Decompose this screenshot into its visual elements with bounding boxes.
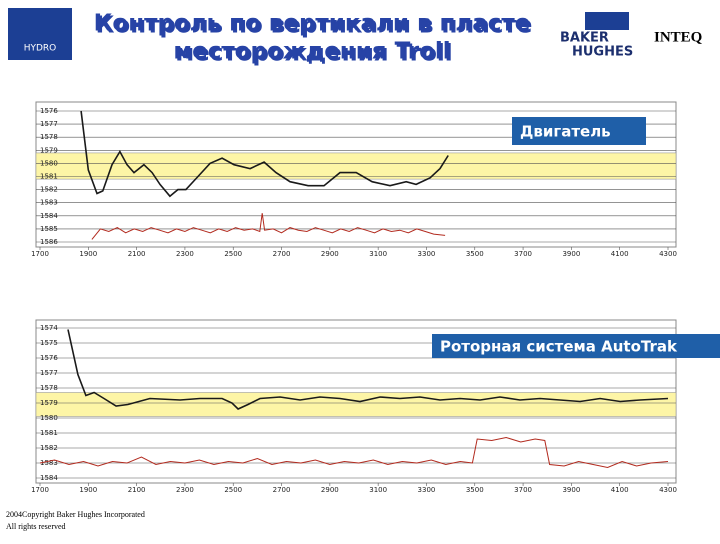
x-tick-label: 3100 (369, 486, 387, 494)
y-tick-label: 1578 (40, 384, 58, 392)
x-tick-label: 2500 (224, 250, 242, 258)
x-tick-label: 1900 (79, 250, 97, 258)
y-tick-label: 1584 (40, 212, 58, 220)
x-tick-label: 1700 (31, 486, 49, 494)
x-tick-label: 3900 (562, 486, 580, 494)
hydro-text: HYDRO (24, 44, 57, 54)
title: Контроль по вертикали в пласте (94, 11, 531, 37)
y-tick-label: 1580 (40, 159, 58, 167)
x-tick-label: 2700 (273, 486, 291, 494)
y-tick-label: 1577 (40, 120, 58, 128)
x-tick-label: 3300 (418, 486, 436, 494)
annotation: Роторная система AutoTrak (440, 338, 678, 356)
y-tick-label: 1581 (40, 429, 58, 437)
y-tick-label: 1583 (40, 199, 58, 207)
x-tick-label: 2100 (128, 250, 146, 258)
series-line (39, 436, 669, 469)
target-band (35, 392, 677, 417)
x-tick-label: 3700 (514, 250, 532, 258)
bh-text: BAKER (560, 31, 609, 46)
hydro-logo (8, 8, 72, 60)
y-tick-label: 1581 (40, 173, 58, 181)
brand: INTEQ (654, 29, 703, 45)
x-tick-label: 2100 (128, 486, 146, 494)
y-tick-label: 1579 (40, 146, 58, 154)
footer-text: All rights reserved (6, 522, 66, 531)
series-line (80, 110, 449, 198)
y-tick-label: 1579 (40, 399, 58, 407)
x-tick-label: 2300 (176, 250, 194, 258)
annotation-box (432, 334, 720, 358)
x-tick-label: 3500 (466, 486, 484, 494)
y-tick-label: 1576 (40, 107, 58, 115)
x-tick-label: 4300 (659, 486, 677, 494)
y-tick-label: 1575 (40, 339, 58, 347)
y-tick-label: 1584 (40, 474, 58, 482)
y-tick-label: 1577 (40, 369, 58, 377)
x-tick-label: 3900 (562, 250, 580, 258)
x-tick-label: 2300 (176, 486, 194, 494)
x-tick-label: 3700 (514, 486, 532, 494)
x-tick-label: 2500 (224, 486, 242, 494)
title-shadow: месторождения Troll (175, 41, 452, 67)
x-tick-label: 4100 (611, 486, 629, 494)
y-tick-label: 1586 (40, 238, 58, 246)
x-tick-label: 2900 (321, 250, 339, 258)
y-tick-label: 1574 (40, 324, 58, 332)
x-tick-label: 3100 (369, 250, 387, 258)
y-tick-label: 1582 (40, 444, 58, 452)
annotation-box (512, 117, 646, 145)
annotation: Двигатель (520, 123, 611, 141)
x-tick-label: 2700 (273, 250, 291, 258)
target-band (35, 152, 677, 180)
footer-text: 2004Copyright Baker Hughes Incorporated (6, 510, 145, 519)
x-tick-label: 1700 (31, 250, 49, 258)
bh-emblem (585, 12, 629, 30)
x-tick-label: 4300 (659, 250, 677, 258)
bh-text: HUGHES (572, 45, 633, 60)
y-tick-label: 1580 (40, 414, 58, 422)
x-tick-label: 3300 (418, 250, 436, 258)
x-tick-label: 2900 (321, 486, 339, 494)
y-tick-label: 1578 (40, 133, 58, 141)
y-tick-label: 1585 (40, 225, 58, 233)
title-shadow: Контроль по вертикали в пласте (96, 13, 533, 39)
y-tick-label: 1582 (40, 186, 58, 194)
x-tick-label: 1900 (79, 486, 97, 494)
title: месторождения Troll (173, 39, 450, 65)
series-line (91, 213, 446, 240)
y-tick-label: 1583 (40, 459, 58, 467)
series-line (67, 329, 669, 410)
x-tick-label: 3500 (466, 250, 484, 258)
x-tick-label: 4100 (611, 250, 629, 258)
y-tick-label: 1576 (40, 354, 58, 362)
